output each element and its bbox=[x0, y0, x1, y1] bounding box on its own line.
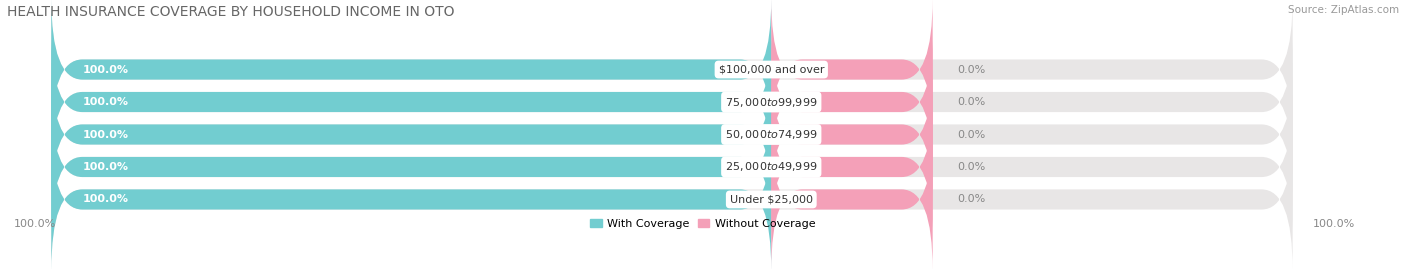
Text: 100.0%: 100.0% bbox=[83, 162, 128, 172]
Text: 100.0%: 100.0% bbox=[83, 194, 128, 204]
FancyBboxPatch shape bbox=[51, 31, 772, 173]
FancyBboxPatch shape bbox=[51, 63, 772, 206]
Text: 100.0%: 100.0% bbox=[14, 219, 56, 229]
FancyBboxPatch shape bbox=[51, 96, 772, 238]
Text: $100,000 and over: $100,000 and over bbox=[718, 65, 824, 75]
FancyBboxPatch shape bbox=[772, 128, 932, 269]
Text: $25,000 to $49,999: $25,000 to $49,999 bbox=[725, 161, 817, 174]
FancyBboxPatch shape bbox=[51, 31, 1292, 173]
Text: Under $25,000: Under $25,000 bbox=[730, 194, 813, 204]
Text: 100.0%: 100.0% bbox=[83, 65, 128, 75]
Text: 0.0%: 0.0% bbox=[957, 129, 986, 140]
Text: 0.0%: 0.0% bbox=[957, 97, 986, 107]
FancyBboxPatch shape bbox=[772, 0, 932, 141]
Text: 0.0%: 0.0% bbox=[957, 194, 986, 204]
FancyBboxPatch shape bbox=[772, 31, 932, 173]
Text: 0.0%: 0.0% bbox=[957, 65, 986, 75]
Legend: With Coverage, Without Coverage: With Coverage, Without Coverage bbox=[591, 219, 815, 229]
FancyBboxPatch shape bbox=[51, 0, 772, 141]
Text: 100.0%: 100.0% bbox=[1312, 219, 1355, 229]
Text: $50,000 to $74,999: $50,000 to $74,999 bbox=[725, 128, 817, 141]
FancyBboxPatch shape bbox=[51, 128, 1292, 269]
FancyBboxPatch shape bbox=[51, 96, 1292, 238]
FancyBboxPatch shape bbox=[772, 96, 932, 238]
FancyBboxPatch shape bbox=[51, 63, 1292, 206]
FancyBboxPatch shape bbox=[772, 63, 932, 206]
Text: $75,000 to $99,999: $75,000 to $99,999 bbox=[725, 95, 817, 108]
Text: 100.0%: 100.0% bbox=[83, 97, 128, 107]
Text: 100.0%: 100.0% bbox=[83, 129, 128, 140]
Text: Source: ZipAtlas.com: Source: ZipAtlas.com bbox=[1288, 5, 1399, 15]
Text: HEALTH INSURANCE COVERAGE BY HOUSEHOLD INCOME IN OTO: HEALTH INSURANCE COVERAGE BY HOUSEHOLD I… bbox=[7, 5, 454, 19]
Text: 0.0%: 0.0% bbox=[957, 162, 986, 172]
FancyBboxPatch shape bbox=[51, 128, 772, 269]
FancyBboxPatch shape bbox=[51, 0, 1292, 141]
